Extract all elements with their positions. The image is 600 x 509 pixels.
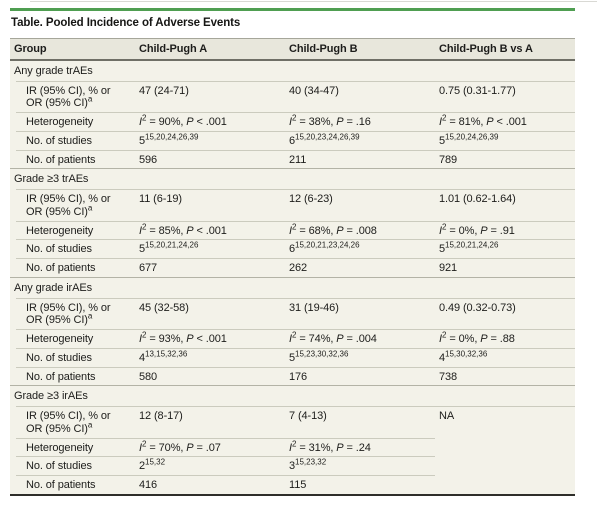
- table-header: Group Child-Pugh A Child-Pugh B Child-Pu…: [10, 37, 575, 61]
- table-row-het: Heterogeneity I2 = 90%, P < .001 I2 = 38%,…: [10, 111, 575, 132]
- row-label: Heterogeneity: [10, 437, 135, 457]
- cell-child-pugh-b-vs-a: 738: [435, 366, 575, 386]
- cell-child-pugh-b-vs-a: 515,20,24,26,39: [435, 130, 575, 150]
- cell-child-pugh-a: I2 = 90%, P < .001: [135, 112, 285, 132]
- table-row-het: Heterogeneity I2 = 85%, P < .001 I2 = 68%,…: [10, 220, 575, 240]
- row-label: Heterogeneity: [10, 328, 135, 349]
- cell-child-pugh-a: 47 (24-71): [135, 80, 285, 113]
- column-header-group: Group: [10, 37, 135, 61]
- section-row-grade-3-traes: Grade ≥3 trAEs: [10, 168, 575, 190]
- row-label: Heterogeneity: [10, 111, 135, 132]
- cell-child-pugh-b-vs-a: I2 = 0%, P = .88: [435, 329, 575, 349]
- cell-child-pugh-b: 7 (4-13): [285, 406, 435, 438]
- cell-child-pugh-a: 580: [135, 366, 285, 386]
- cell-child-pugh-a: 515,20,21,24,26: [135, 239, 285, 259]
- cell-child-pugh-b: 12 (6-23): [285, 189, 435, 221]
- section-row-any-grade-iraes: Any grade irAEs: [10, 276, 575, 298]
- cell-child-pugh-b-vs-a: 0.75 (0.31-1.77): [435, 80, 575, 113]
- cell-child-pugh-a: 413,15,32,36: [135, 347, 285, 367]
- cell-child-pugh-b: I2 = 31%, P = .24: [285, 437, 435, 457]
- cell-child-pugh-b-vs-a: 0.49 (0.32-0.73): [435, 297, 575, 330]
- cell-child-pugh-a: 12 (8-17): [135, 406, 285, 438]
- cell-child-pugh-b-vs-a: I2 = 0%, P = .91: [435, 220, 575, 240]
- cell-child-pugh-b: 515,23,30,32,36: [285, 347, 435, 367]
- row-label: No. of studies: [10, 238, 135, 259]
- column-header-child-pugh-b-vs-a: Child-Pugh B vs A: [435, 37, 575, 61]
- table-row-ir: IR (95% CI), % or OR (95% CI)a 45 (32-58) 3…: [10, 297, 575, 330]
- row-label: No. of studies: [10, 347, 135, 367]
- cell-child-pugh-a: 11 (6-19): [135, 189, 285, 221]
- section-label: Any grade trAEs: [10, 59, 575, 81]
- table-row-studies: No. of studies 215,32 315,23,32: [10, 455, 575, 476]
- cell-child-pugh-a: I2 = 70%, P = .07: [135, 437, 285, 457]
- table-row-studies: No. of studies 413,15,32,36 515,23,30,32,3…: [10, 347, 575, 367]
- cell-child-pugh-b: I2 = 38%, P = .16: [285, 112, 435, 132]
- table-row-ir: IR (95% CI), % or OR (95% CI)a 11 (6-19) 12…: [10, 188, 575, 221]
- section-label: Grade ≥3 irAEs: [10, 385, 575, 407]
- row-label: No. of patients: [10, 149, 135, 169]
- table-accent-bar: [10, 8, 575, 11]
- cell-child-pugh-b: I2 = 68%, P = .008: [285, 220, 435, 240]
- row-label: IR (95% CI), % or OR (95% CI)a: [10, 80, 135, 113]
- row-label: No. of patients: [10, 257, 135, 278]
- cell-child-pugh-b: 31 (19-46): [285, 297, 435, 330]
- table-row-ir: IR (95% CI), % or OR (95% CI)a 47 (24-71) 4…: [10, 80, 575, 113]
- cell-child-pugh-a: I2 = 85%, P < .001: [135, 220, 285, 240]
- cell-child-pugh-a: 416: [135, 474, 285, 495]
- adverse-events-table: Group Child-Pugh A Child-Pugh B Child-Pu…: [10, 37, 575, 496]
- section-label: Grade ≥3 trAEs: [10, 168, 575, 190]
- table-row-ir: IR (95% CI), % or OR (95% CI)a 12 (8-17) 7 …: [10, 405, 575, 495]
- page-top-rule: [30, 1, 597, 2]
- row-label: IR (95% CI), % or OR (95% CI)a: [10, 297, 135, 330]
- cell-child-pugh-a: I2 = 93%, P < .001: [135, 329, 285, 349]
- cell-child-pugh-a: 215,32: [135, 456, 285, 476]
- merged-na-cell: NA: [435, 405, 575, 495]
- table-row-patients: No. of patients 416 115: [10, 474, 575, 495]
- cell-child-pugh-a: 596: [135, 149, 285, 169]
- row-label: No. of studies: [10, 130, 135, 150]
- row-label: IR (95% CI), % or OR (95% CI)a: [10, 405, 135, 438]
- table-row-patients: No. of patients 596 211 789: [10, 149, 575, 169]
- cell-child-pugh-b-vs-a: 415,30,32,36: [435, 347, 575, 367]
- row-label: IR (95% CI), % or OR (95% CI)a: [10, 188, 135, 221]
- cell-child-pugh-b-vs-a: 921: [435, 258, 575, 278]
- table-row-studies: No. of studies 515,20,21,24,26 615,20,21,2…: [10, 238, 575, 259]
- column-header-child-pugh-a: Child-Pugh A: [135, 37, 285, 61]
- row-label: No. of patients: [10, 366, 135, 386]
- cell-child-pugh-b: 615,20,23,24,26,39: [285, 130, 435, 150]
- cell-child-pugh-a: 515,20,24,26,39: [135, 130, 285, 150]
- table-row-het: Heterogeneity I2 = 70%, P = .07 I2 = 31%, …: [10, 437, 575, 457]
- cell-child-pugh-a: 677: [135, 258, 285, 278]
- cell-child-pugh-b: 262: [285, 258, 435, 278]
- table-body: Any grade trAEs IR (95% CI), % or OR (95% …: [10, 59, 575, 495]
- table-row-patients: No. of patients 580 176 738: [10, 366, 575, 386]
- cell-child-pugh-b: 115: [285, 474, 435, 495]
- row-label: Heterogeneity: [10, 220, 135, 240]
- cell-child-pugh-b-vs-a: 515,20,21,24,26: [435, 239, 575, 259]
- cell-child-pugh-b-vs-a: I2 = 81%, P < .001: [435, 112, 575, 132]
- section-label: Any grade irAEs: [10, 276, 575, 298]
- row-label: No. of studies: [10, 455, 135, 476]
- section-row-grade-3-iraes: Grade ≥3 irAEs: [10, 385, 575, 407]
- cell-child-pugh-b: I2 = 74%, P = .004: [285, 329, 435, 349]
- section-row-any-grade-traes: Any grade trAEs: [10, 59, 575, 81]
- cell-child-pugh-b: 176: [285, 366, 435, 386]
- table-row-het: Heterogeneity I2 = 93%, P < .001 I2 = 74%,…: [10, 328, 575, 349]
- cell-child-pugh-b: 211: [285, 149, 435, 169]
- header-row: Group Child-Pugh A Child-Pugh B Child-Pu…: [10, 37, 575, 61]
- row-label: No. of patients: [10, 474, 135, 495]
- cell-child-pugh-b: 315,23,32: [285, 456, 435, 476]
- cell-child-pugh-b: 40 (34-47): [285, 80, 435, 113]
- column-header-child-pugh-b: Child-Pugh B: [285, 37, 435, 61]
- cell-child-pugh-b-vs-a: 789: [435, 149, 575, 169]
- cell-child-pugh-b-vs-a: 1.01 (0.62-1.64): [435, 189, 575, 221]
- cell-child-pugh-b: 615,20,21,23,24,26: [285, 239, 435, 259]
- cell-child-pugh-a: 45 (32-58): [135, 297, 285, 330]
- table-row-studies: No. of studies 515,20,24,26,39 615,20,23,2…: [10, 130, 575, 150]
- table-row-patients: No. of patients 677 262 921: [10, 257, 575, 278]
- table-title: Table. Pooled Incidence of Adverse Event…: [11, 17, 241, 29]
